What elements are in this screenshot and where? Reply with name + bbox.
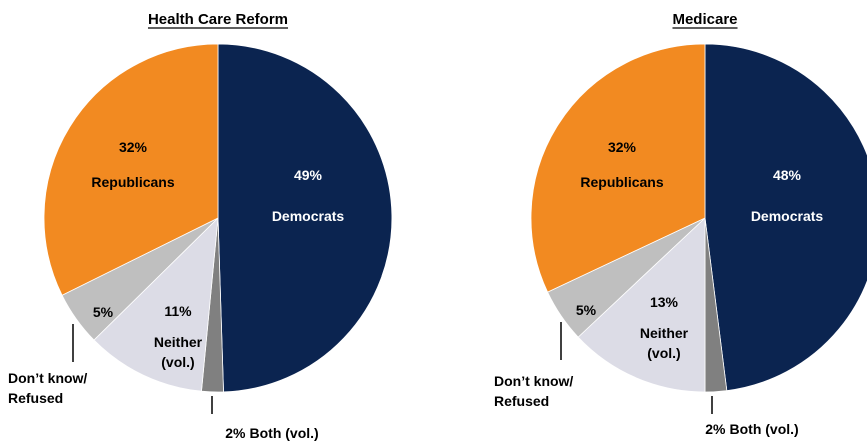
pie-slice-democrats — [704, 43, 867, 392]
slice-percent-republicans: 32% — [608, 139, 637, 155]
slice-percent-neither: 13% — [650, 294, 679, 310]
slice-percent-both: 2% — [705, 421, 726, 437]
pie-chart-2: Medicare 48% Democrats 2% Both (vol.) 13% Neit… — [494, 11, 867, 437]
slice-name-neither-line1: Neither — [154, 334, 203, 350]
slice-name-dontknow-line2: Refused — [8, 390, 63, 406]
pie-slice-neither — [577, 217, 706, 393]
pie-slice-neither — [93, 216, 219, 392]
slice-name-republicans: Republicans — [91, 174, 174, 190]
slice-name-neither-line1: Neither — [640, 325, 689, 341]
slice-name-democrats: Democrats — [751, 208, 824, 224]
slice-name-republicans: Republicans — [580, 174, 663, 190]
chart-title: Health Care Reform — [148, 11, 288, 28]
slice-name-neither-line2: (vol.) — [161, 354, 194, 370]
slice-percent-neither: 11% — [164, 303, 192, 319]
slice-name-dontknow-line1: Don’t know/ — [494, 373, 573, 389]
pie-slice-republicans — [530, 43, 706, 293]
slice-label-both: 2% Both (vol.) — [225, 425, 318, 441]
slice-percent-republicans: 32% — [119, 139, 148, 155]
slice-percent-dontknow: 5% — [93, 304, 114, 320]
pie-slice-democrats — [217, 43, 393, 393]
slice-name-dontknow-line2: Refused — [494, 393, 549, 409]
slice-label-both: 2% Both (vol.) — [705, 421, 798, 437]
pie-chart-1: Health Care Reform 49% Democrats 2% Both (vo… — [8, 11, 393, 441]
slice-name-dontknow-line1: Don’t know/ — [8, 370, 87, 386]
slice-name-neither-line2: (vol.) — [647, 345, 680, 361]
pie-slice-republicans — [43, 43, 219, 296]
chart-title: Medicare — [672, 11, 737, 28]
slice-name-democrats: Democrats — [272, 208, 345, 224]
slice-name-both: Both (vol.) — [730, 421, 799, 437]
slice-percent-both: 2% — [225, 425, 246, 441]
slice-percent-dontknow: 5% — [576, 302, 597, 318]
slice-name-both: Both (vol.) — [250, 425, 319, 441]
slice-percent-democrats: 48% — [773, 167, 802, 183]
slice-percent-democrats: 49% — [294, 167, 323, 183]
